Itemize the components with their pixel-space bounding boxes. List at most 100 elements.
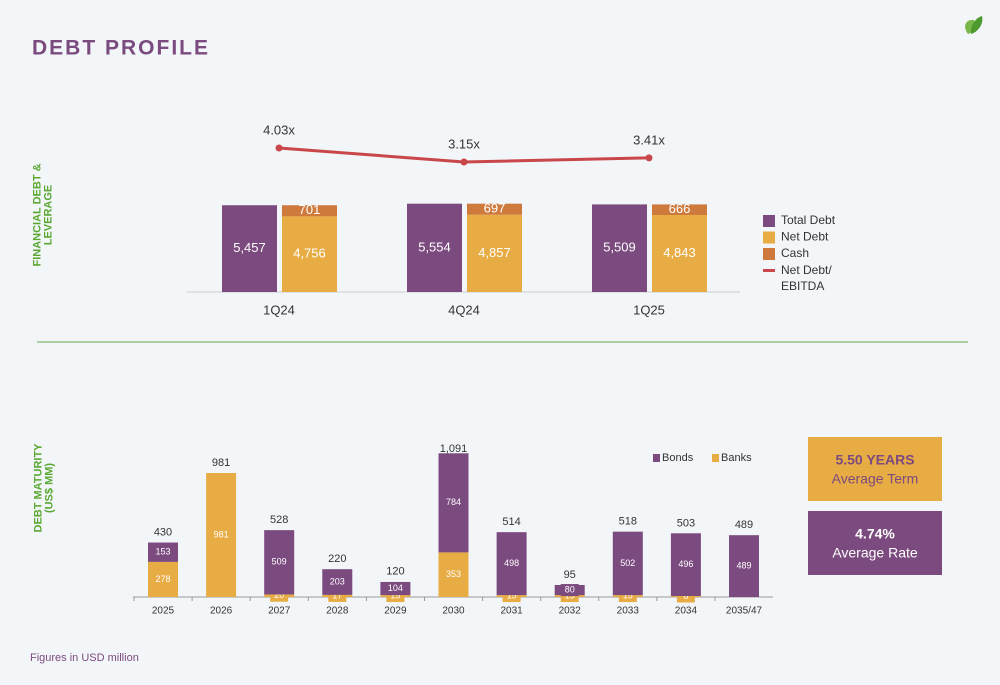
total-label: 514 [502,516,520,528]
data-label: 80 [565,584,575,594]
data-label: 4,756 [293,246,326,261]
x-tick-label: 2026 [210,606,233,617]
data-label: 278 [155,574,170,584]
data-label: 697 [484,201,506,216]
legend-label: Banks [721,452,752,464]
bar [282,205,337,217]
legend-label: Total Debt [781,213,836,227]
x-tick-label: 2035/47 [726,606,763,617]
legend-swatch [653,454,660,462]
bar [322,569,353,595]
card [808,437,942,501]
x-tick-label: 1Q24 [263,302,295,317]
x-tick-label: 4Q24 [448,302,480,317]
line-point [645,154,653,162]
total-label: 95 [564,569,576,581]
total-label: 528 [270,514,288,526]
data-label: 784 [446,497,461,507]
bar [652,214,707,292]
data-label: 4,857 [478,245,511,260]
legend-swatch [763,231,775,244]
legend-label: Cash [781,246,809,260]
legend-item: Net Debt/ EBITDA [781,262,832,293]
bar [612,531,643,596]
data-label: 20 [274,590,284,600]
label-box [560,584,579,597]
x-tick-label: 2034 [675,606,698,617]
data-label: 4.03x [263,122,295,137]
data-label: 15 [507,590,517,600]
total-label: 1,091 [440,443,468,455]
bar [264,530,295,595]
bar [380,581,411,596]
card [808,511,942,575]
side-label-line: (US$ MM) [43,463,55,513]
bar [148,542,178,562]
side-label-line: FINANCIAL DEBT & [31,163,43,266]
bar [729,535,759,597]
data-label: 502 [620,558,635,568]
data-label: 496 [678,559,693,569]
data-label: 498 [504,558,519,568]
legend-label: Net Debt/ EBITDA [781,262,832,293]
side-label: FINANCIAL DEBT & LEVERAGE [31,163,54,266]
legend-label: Bonds [662,452,694,464]
total-label: 981 [212,457,230,469]
data-label: 5,457 [233,240,266,255]
bar [222,205,277,292]
data-label: 3.41x [633,132,665,147]
bar [438,552,469,597]
bar [592,204,647,292]
total-label: 503 [677,517,695,529]
data-label: 5,554 [418,239,451,254]
card-label: Average Term [832,471,919,487]
line-point [275,144,283,152]
data-label: 701 [299,202,321,217]
logo [965,16,983,34]
total-label: 120 [386,566,404,578]
data-label: 203 [330,576,345,586]
bar [652,204,707,215]
data-label: 15 [623,590,633,600]
bar [467,203,522,215]
card-label: Average Rate [832,545,918,561]
bar [148,561,178,597]
x-tick-label: 2025 [152,606,175,617]
card-value: 4.74% [855,526,895,542]
data-label: 5,509 [603,240,636,255]
legend-swatch [763,248,775,260]
side-label-line: DEBT MATURITY [32,443,44,533]
data-label: 17 [332,590,342,600]
total-label: 220 [328,553,346,565]
legend-swatch [763,269,775,272]
bar [206,473,237,597]
x-tick-label: 2033 [617,606,640,617]
legend-label: Net Debt [781,230,829,244]
x-tick-label: 2031 [500,606,523,617]
bar [282,216,337,292]
line-point [460,158,468,166]
data-label: 3.15x [448,136,480,151]
data-label: 153 [155,547,170,557]
total-label: 430 [154,527,172,539]
data-label: 489 [736,560,751,570]
legend-swatch [712,454,719,462]
side-label: DEBT MATURITY (US$ MM) [32,443,55,533]
bar [438,453,469,553]
data-label: 509 [272,557,287,567]
x-tick-label: 2030 [442,606,465,617]
bar [407,203,462,292]
title: DEBT PROFILE [32,37,210,60]
bar [496,532,527,596]
total-label: 489 [735,519,753,531]
bar [467,214,522,292]
data-label: 104 [388,583,403,593]
side-label-line: LEVERAGE [42,185,54,246]
card-value: 5.50 YEARS [835,452,914,468]
total-label: 518 [619,515,637,527]
data-label: 981 [214,529,229,539]
legend-swatch [763,215,775,227]
x-tick-label: 2028 [326,606,349,617]
footnote: Figures in USD million [30,652,139,664]
